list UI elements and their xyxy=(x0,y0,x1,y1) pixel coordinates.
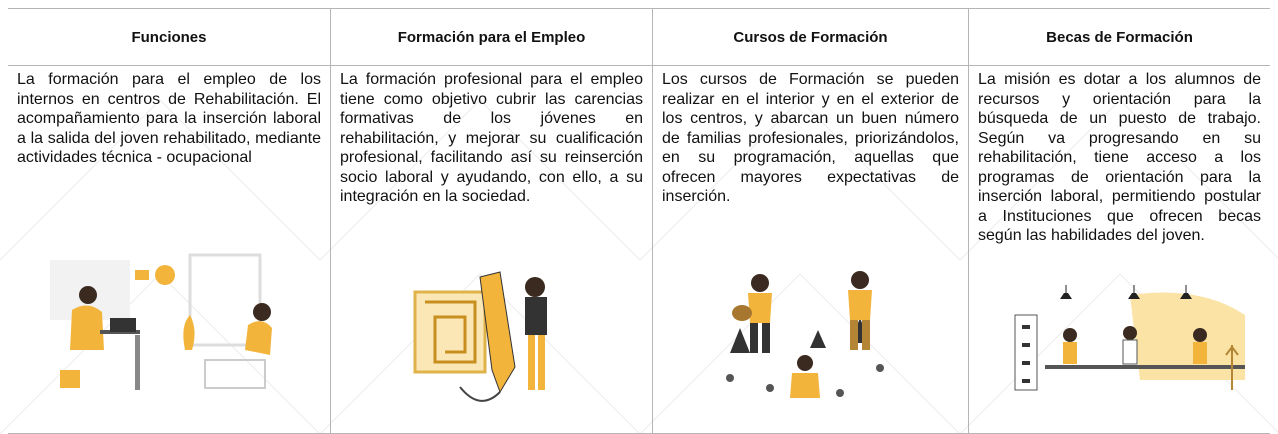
cell-text: La formación para el empleo de los inter… xyxy=(17,71,321,166)
cell-text: Los cursos de Formación se pueden realiz… xyxy=(662,71,959,205)
column: Cursos de Formación Los cursos de Formac… xyxy=(652,9,968,433)
illustration xyxy=(1014,285,1245,391)
cell-text: La formación profesional para el empleo … xyxy=(340,71,643,205)
table: Funciones La formación para el empleo de… xyxy=(8,8,1270,434)
column: Becas de Formación La misión es dotar a … xyxy=(968,9,1270,433)
header-cell: Formación para el Empleo xyxy=(331,9,652,66)
header-cell: Funciones xyxy=(8,9,330,66)
header-cell: Cursos de Formación xyxy=(653,9,968,66)
illustration xyxy=(50,253,272,390)
column: Formación para el Empleo La formación pr… xyxy=(330,9,652,433)
cell-text: La misión es dotar a los alumnos de recu… xyxy=(978,71,1261,244)
column: Funciones La formación para el empleo de… xyxy=(8,9,330,433)
illustration xyxy=(413,271,547,402)
illustration xyxy=(726,271,884,398)
header-cell: Becas de Formación xyxy=(969,9,1270,66)
